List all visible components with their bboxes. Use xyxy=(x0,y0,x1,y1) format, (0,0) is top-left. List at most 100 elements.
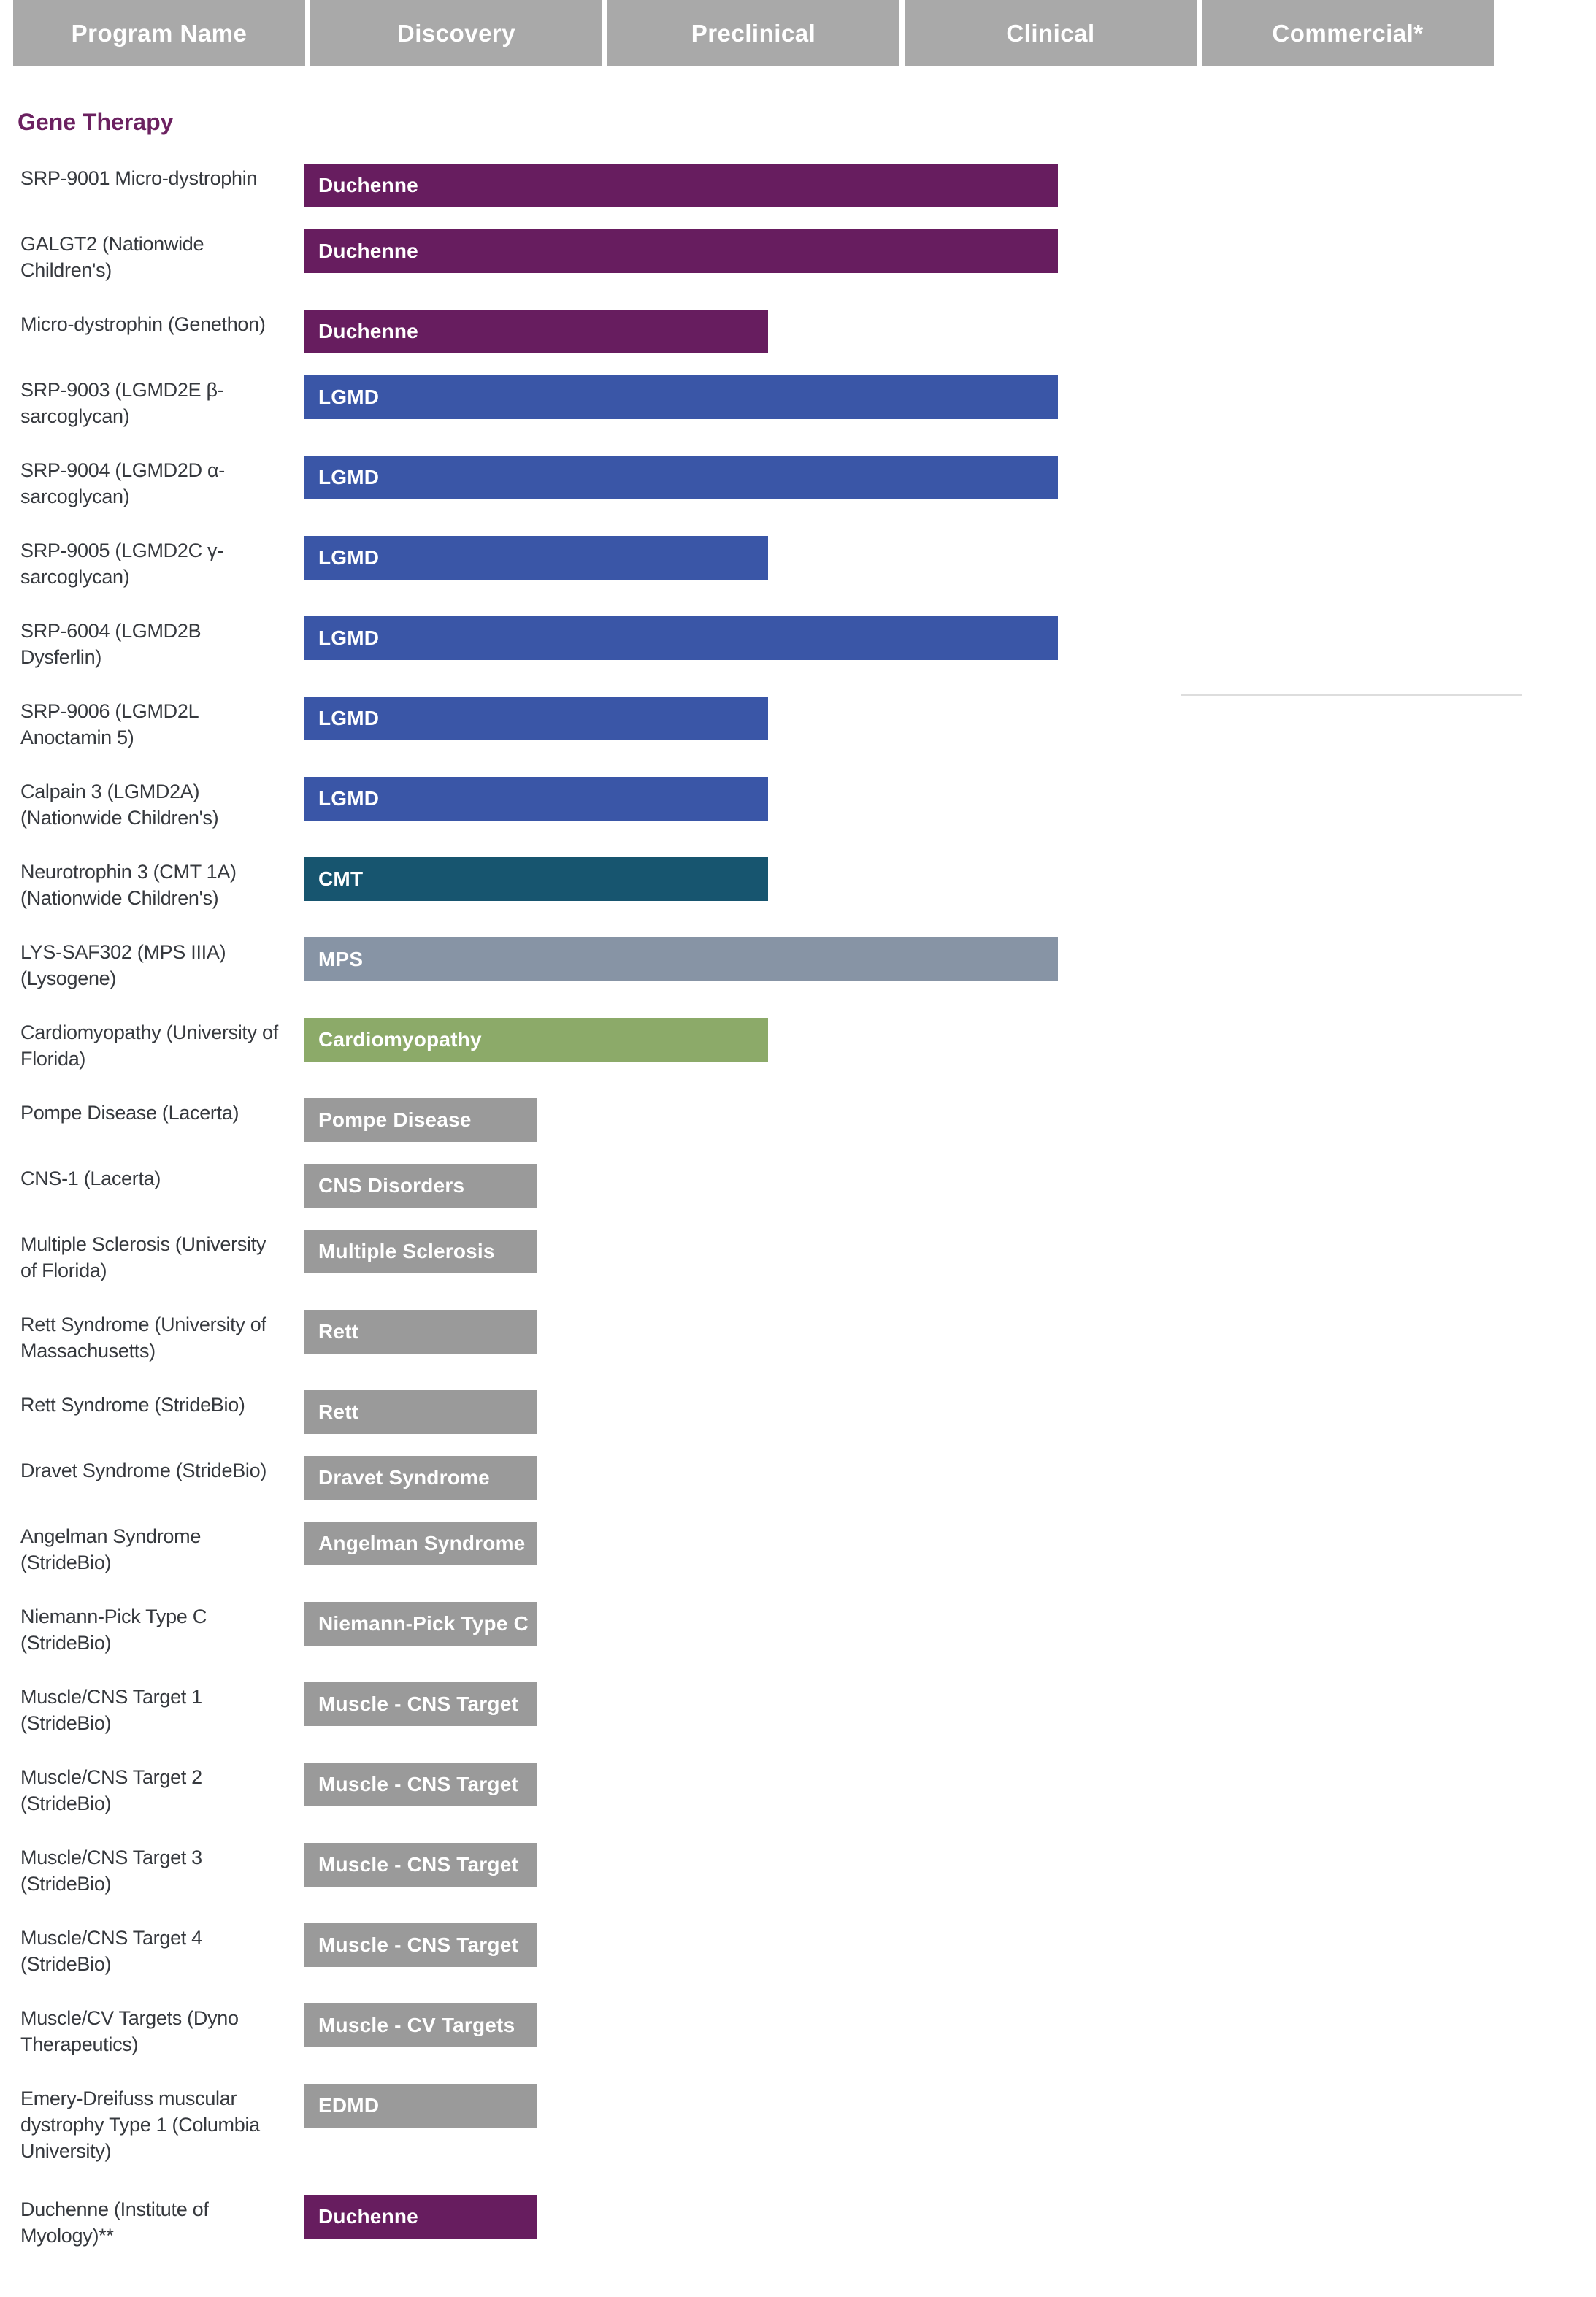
phase-bar: Muscle - CNS Target xyxy=(304,1763,537,1806)
phase-bar: Duchenne xyxy=(304,229,1058,273)
indication-label: Duchenne xyxy=(318,320,418,342)
program-name-label: LYS-SAF302 (MPS IIIA) (Lysogene) xyxy=(20,941,226,989)
header-cell-discovery: Discovery xyxy=(310,0,602,66)
indication-label: EDMD xyxy=(318,2094,380,2117)
indication-label: Muscle - CNS Target xyxy=(318,1773,518,1795)
indication-label: Angelman Syndrome xyxy=(318,1532,526,1554)
phase-bar: LGMD xyxy=(304,697,768,740)
phase-bar: Muscle - CNS Target xyxy=(304,1843,537,1887)
indication-label: CNS Disorders xyxy=(318,1174,465,1197)
pipeline-row: SRP-9004 (LGMD2D α- sarcoglycan) LGMD xyxy=(0,456,1596,507)
program-name-label: Rett Syndrome (StrideBio) xyxy=(20,1394,245,1416)
phase-bar: Muscle - CV Targets xyxy=(304,2003,537,2047)
indication-label: Rett xyxy=(318,1320,359,1343)
program-name-label: Emery-Dreifuss muscular dystrophy Type 1… xyxy=(20,2087,260,2162)
phase-bar: Muscle - CNS Target xyxy=(304,1682,537,1726)
indication-label: Rett xyxy=(318,1400,359,1423)
pipeline-row: Duchenne (Institute of Myology)** Duchen… xyxy=(0,2195,1596,2247)
indication-label: Multiple Sclerosis xyxy=(318,1240,495,1262)
header-cell-program-name: Program Name xyxy=(13,0,305,66)
phase-bar: MPS xyxy=(304,937,1058,981)
phase-bar: Pompe Disease xyxy=(304,1098,537,1142)
phase-bar: LGMD xyxy=(304,456,1058,499)
pipeline-phase-header: Program Name Discovery Preclinical Clinical… xyxy=(13,0,1494,66)
indication-label: Pompe Disease xyxy=(318,1108,472,1131)
phase-bar: Dravet Syndrome xyxy=(304,1456,537,1500)
phase-bar: CMT xyxy=(304,857,768,901)
pipeline-row: Muscle/CNS Target 1 (StrideBio) Muscle -… xyxy=(0,1682,1596,1734)
indication-label: LGMD xyxy=(318,466,380,488)
program-name-label: SRP-6004 (LGMD2B Dysferlin) xyxy=(20,620,202,668)
program-name-label: Muscle/CNS Target 2 (StrideBio) xyxy=(20,1766,202,1814)
pipeline-row: Niemann-Pick Type C (StrideBio) Niemann-… xyxy=(0,1602,1596,1654)
indication-label: LGMD xyxy=(318,787,380,810)
pipeline-row: Muscle/CNS Target 2 (StrideBio) Muscle -… xyxy=(0,1763,1596,1814)
indication-label: Muscle - CNS Target xyxy=(318,1853,518,1876)
indication-label: CMT xyxy=(318,867,364,890)
pipeline-row: SRP-9001 Micro-dystrophin Duchenne xyxy=(0,164,1596,207)
program-name-label: Rett Syndrome (University of Massachuset… xyxy=(20,1314,266,1362)
program-name-label: Niemann-Pick Type C (StrideBio) xyxy=(20,1606,207,1654)
indication-label: Duchenne xyxy=(318,2205,418,2228)
program-name-label: Muscle/CV Targets (Dyno Therapeutics) xyxy=(20,2007,239,2055)
phase-bar: Muscle - CNS Target xyxy=(304,1923,537,1967)
phase-bar: Duchenne xyxy=(304,164,1058,207)
program-name-label: SRP-9006 (LGMD2L Anoctamin 5) xyxy=(20,700,199,748)
program-name-label: GALGT2 (Nationwide Children's) xyxy=(20,233,204,281)
header-cell-preclinical: Preclinical xyxy=(607,0,899,66)
phase-bar: Rett xyxy=(304,1310,537,1354)
indication-label: Muscle - CNS Target xyxy=(318,1692,518,1715)
pipeline-row: Emery-Dreifuss muscular dystrophy Type 1… xyxy=(0,2084,1596,2162)
pipeline-row: Rett Syndrome (StrideBio) Rett xyxy=(0,1390,1596,1434)
indication-label: Dravet Syndrome xyxy=(318,1466,490,1489)
phase-bar: Multiple Sclerosis xyxy=(304,1230,537,1273)
pipeline-row: Micro-dystrophin (Genethon) Duchenne xyxy=(0,310,1596,353)
program-name-label: SRP-9001 Micro-dystrophin xyxy=(20,167,258,189)
program-name-label: Dravet Syndrome (StrideBio) xyxy=(20,1460,267,1481)
pipeline-rows: SRP-9001 Micro-dystrophin Duchenne GALGT… xyxy=(0,164,1596,2247)
header-cell-commercial: Commercial* xyxy=(1202,0,1494,66)
indication-label: Niemann-Pick Type C xyxy=(318,1612,529,1635)
pipeline-row: Rett Syndrome (University of Massachuset… xyxy=(0,1310,1596,1362)
indication-label: LGMD xyxy=(318,386,380,408)
pipeline-row: Muscle/CNS Target 4 (StrideBio) Muscle -… xyxy=(0,1923,1596,1975)
phase-bar: LGMD xyxy=(304,777,768,821)
indication-label: LGMD xyxy=(318,546,380,569)
phase-bar: LGMD xyxy=(304,616,1058,660)
pipeline-row: Pompe Disease (Lacerta) Pompe Disease xyxy=(0,1098,1596,1142)
program-name-label: Pompe Disease (Lacerta) xyxy=(20,1102,239,1124)
program-name-label: Muscle/CNS Target 1 (StrideBio) xyxy=(20,1686,202,1734)
pipeline-row: SRP-9003 (LGMD2E β- sarcoglycan) LGMD xyxy=(0,375,1596,427)
program-name-label: Cardiomyopathy (University of Florida) xyxy=(20,1021,278,1070)
pipeline-row: SRP-9006 (LGMD2L Anoctamin 5) LGMD xyxy=(0,697,1596,748)
indication-label: LGMD xyxy=(318,626,380,649)
program-name-label: Calpain 3 (LGMD2A) (Nationwide Children'… xyxy=(20,781,219,829)
program-name-label: Muscle/CNS Target 3 (StrideBio) xyxy=(20,1847,202,1895)
pipeline-row: LYS-SAF302 (MPS IIIA) (Lysogene) MPS xyxy=(0,937,1596,989)
indication-label: LGMD xyxy=(318,707,380,729)
indication-label: Duchenne xyxy=(318,239,418,262)
indication-label: Muscle - CNS Target xyxy=(318,1933,518,1956)
phase-bar: CNS Disorders xyxy=(304,1164,537,1208)
pipeline-row: Cardiomyopathy (University of Florida) C… xyxy=(0,1018,1596,1070)
pipeline-row: GALGT2 (Nationwide Children's) Duchenne xyxy=(0,229,1596,281)
phase-bar: Cardiomyopathy xyxy=(304,1018,768,1062)
phase-bar: LGMD xyxy=(304,536,768,580)
program-name-label: Multiple Sclerosis (University of Florid… xyxy=(20,1233,266,1281)
pipeline-row: Angelman Syndrome (StrideBio) Angelman S… xyxy=(0,1522,1596,1573)
pipeline-row: Neurotrophin 3 (CMT 1A) (Nationwide Chil… xyxy=(0,857,1596,909)
program-name-label: Angelman Syndrome (StrideBio) xyxy=(20,1525,202,1573)
phase-bar: LGMD xyxy=(304,375,1058,419)
commercial-column-divider xyxy=(1181,694,1522,696)
pipeline-row: Muscle/CV Targets (Dyno Therapeutics) Mu… xyxy=(0,2003,1596,2055)
program-name-label: Neurotrophin 3 (CMT 1A) (Nationwide Chil… xyxy=(20,861,237,909)
phase-bar: Duchenne xyxy=(304,310,768,353)
header-cell-clinical: Clinical xyxy=(905,0,1197,66)
pipeline-row: Multiple Sclerosis (University of Florid… xyxy=(0,1230,1596,1281)
pipeline-row: CNS-1 (Lacerta) CNS Disorders xyxy=(0,1164,1596,1208)
indication-label: Cardiomyopathy xyxy=(318,1028,482,1051)
indication-label: Muscle - CV Targets xyxy=(318,2014,515,2036)
pipeline-row: Dravet Syndrome (StrideBio) Dravet Syndr… xyxy=(0,1456,1596,1500)
program-name-label: SRP-9004 (LGMD2D α- sarcoglycan) xyxy=(20,459,225,507)
indication-label: Duchenne xyxy=(318,174,418,196)
